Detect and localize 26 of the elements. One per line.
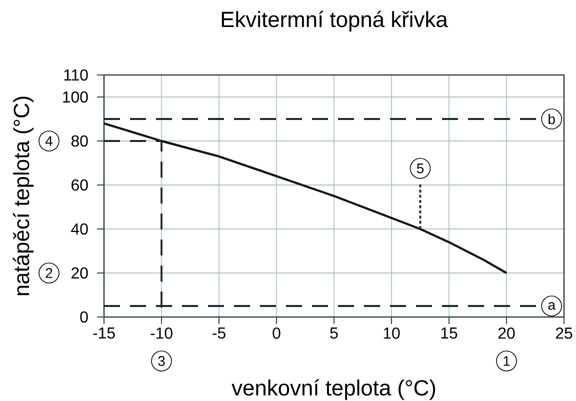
x-tick-label: -15 [93,328,115,339]
x-axis-title: venkovní teplota (°C) [232,379,436,400]
y-tick-label: 100 [63,91,88,103]
ref-line-label: a [548,302,556,310]
y-tick-label: 80 [71,135,88,147]
chart-title: Ekvitermní topná křivka [222,10,448,32]
x-tick-label: 20 [498,328,515,339]
text: 1 [504,356,510,366]
y-tick-label: 40 [71,223,88,235]
y-tick-label: 0 [80,311,88,323]
text: 4 [45,136,52,146]
y-tick-label: 60 [72,179,88,191]
y-axis-title: natápěcí teplota (°C) [12,96,34,296]
y-tick-label: 110 [64,69,88,81]
text: 2 [46,268,52,278]
y-tick-label: 20 [72,267,88,279]
x-tick-label: -5 [212,328,226,339]
x-tick-label: 25 [556,328,572,339]
x-tick-label: 10 [384,328,400,339]
annotation: 3 [158,356,165,366]
series-label: 5 [416,164,424,174]
x-tick-label: 5 [330,328,338,339]
x-tick-label: -10 [150,328,172,339]
x-tick-label: 0 [272,328,280,339]
x-tick-label: 15 [441,328,458,339]
ref-line-label: b [548,114,555,124]
